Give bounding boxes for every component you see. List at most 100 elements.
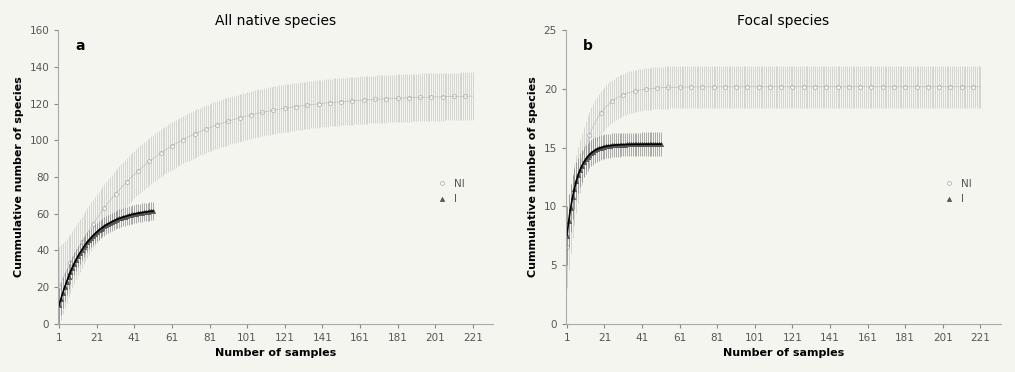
NI bbox=[233, 116, 246, 120]
NI bbox=[854, 84, 866, 89]
Line: NI: NI bbox=[565, 85, 974, 249]
NI bbox=[392, 96, 404, 100]
X-axis label: Number of samples: Number of samples bbox=[215, 348, 336, 358]
I bbox=[147, 209, 159, 213]
NI bbox=[64, 261, 76, 265]
NI bbox=[301, 103, 314, 108]
NI bbox=[414, 95, 426, 100]
I bbox=[591, 147, 603, 151]
NI bbox=[211, 123, 223, 127]
NI bbox=[76, 240, 88, 244]
NI bbox=[842, 84, 855, 89]
NI bbox=[595, 111, 607, 115]
NI bbox=[663, 85, 675, 90]
NI bbox=[752, 84, 764, 89]
NI bbox=[110, 192, 122, 196]
Line: I: I bbox=[564, 142, 663, 238]
Y-axis label: Cummulative number of species: Cummulative number of species bbox=[14, 77, 24, 278]
NI bbox=[98, 206, 111, 210]
Text: a: a bbox=[76, 39, 85, 53]
NI bbox=[922, 84, 934, 89]
NI bbox=[256, 110, 268, 115]
NI bbox=[764, 84, 776, 89]
NI bbox=[346, 99, 358, 103]
I bbox=[115, 215, 127, 220]
NI bbox=[222, 119, 234, 124]
NI bbox=[267, 108, 279, 112]
NI bbox=[696, 84, 708, 89]
NI bbox=[628, 89, 640, 93]
I bbox=[623, 142, 635, 147]
NI bbox=[787, 84, 799, 89]
NI bbox=[899, 84, 911, 89]
I bbox=[655, 142, 667, 147]
NI bbox=[279, 106, 291, 110]
NI bbox=[639, 87, 652, 92]
NI bbox=[200, 127, 212, 131]
NI bbox=[313, 102, 325, 106]
NI bbox=[809, 84, 821, 89]
NI bbox=[335, 99, 347, 104]
I bbox=[53, 303, 65, 307]
NI bbox=[448, 94, 460, 99]
NI bbox=[154, 151, 166, 155]
NI bbox=[798, 84, 810, 89]
NI bbox=[877, 84, 889, 89]
NI bbox=[967, 84, 979, 89]
Legend: NI, I: NI, I bbox=[940, 177, 974, 206]
NI bbox=[730, 84, 742, 89]
NI bbox=[584, 133, 596, 137]
NI bbox=[866, 84, 878, 89]
NI bbox=[53, 285, 65, 289]
NI bbox=[189, 132, 201, 136]
NI bbox=[87, 222, 99, 226]
NI bbox=[955, 84, 967, 89]
NI bbox=[741, 84, 753, 89]
NI bbox=[357, 98, 369, 102]
I bbox=[81, 240, 93, 244]
NI bbox=[933, 84, 945, 89]
NI bbox=[165, 144, 178, 148]
NI bbox=[132, 169, 144, 173]
NI bbox=[685, 85, 697, 89]
NI bbox=[403, 96, 415, 100]
NI bbox=[707, 84, 720, 89]
Line: I: I bbox=[57, 209, 155, 307]
NI bbox=[888, 84, 900, 89]
NI bbox=[674, 85, 686, 89]
NI bbox=[820, 84, 832, 89]
NI bbox=[381, 96, 393, 101]
NI bbox=[459, 94, 471, 99]
Title: All native species: All native species bbox=[215, 14, 336, 28]
NI bbox=[290, 105, 302, 109]
NI bbox=[425, 95, 437, 99]
Line: NI: NI bbox=[57, 94, 467, 289]
NI bbox=[651, 86, 663, 90]
NI bbox=[436, 94, 449, 99]
NI bbox=[368, 97, 381, 102]
NI bbox=[324, 100, 336, 105]
NI bbox=[143, 159, 155, 164]
NI bbox=[178, 137, 190, 142]
NI bbox=[561, 245, 573, 250]
I bbox=[582, 154, 594, 159]
Title: Focal species: Focal species bbox=[738, 14, 829, 28]
Y-axis label: Cummulative number of species: Cummulative number of species bbox=[528, 77, 538, 278]
NI bbox=[719, 84, 731, 89]
I bbox=[628, 142, 640, 147]
X-axis label: Number of samples: Number of samples bbox=[723, 348, 844, 358]
Text: b: b bbox=[584, 39, 593, 53]
NI bbox=[910, 84, 923, 89]
NI bbox=[944, 84, 956, 89]
Legend: NI, I: NI, I bbox=[431, 177, 467, 206]
I bbox=[74, 251, 86, 255]
NI bbox=[245, 113, 257, 117]
I bbox=[589, 148, 601, 153]
NI bbox=[617, 93, 629, 97]
NI bbox=[831, 84, 843, 89]
I bbox=[121, 214, 133, 218]
I bbox=[561, 233, 573, 238]
NI bbox=[775, 84, 788, 89]
NI bbox=[606, 99, 618, 103]
I bbox=[83, 238, 95, 242]
